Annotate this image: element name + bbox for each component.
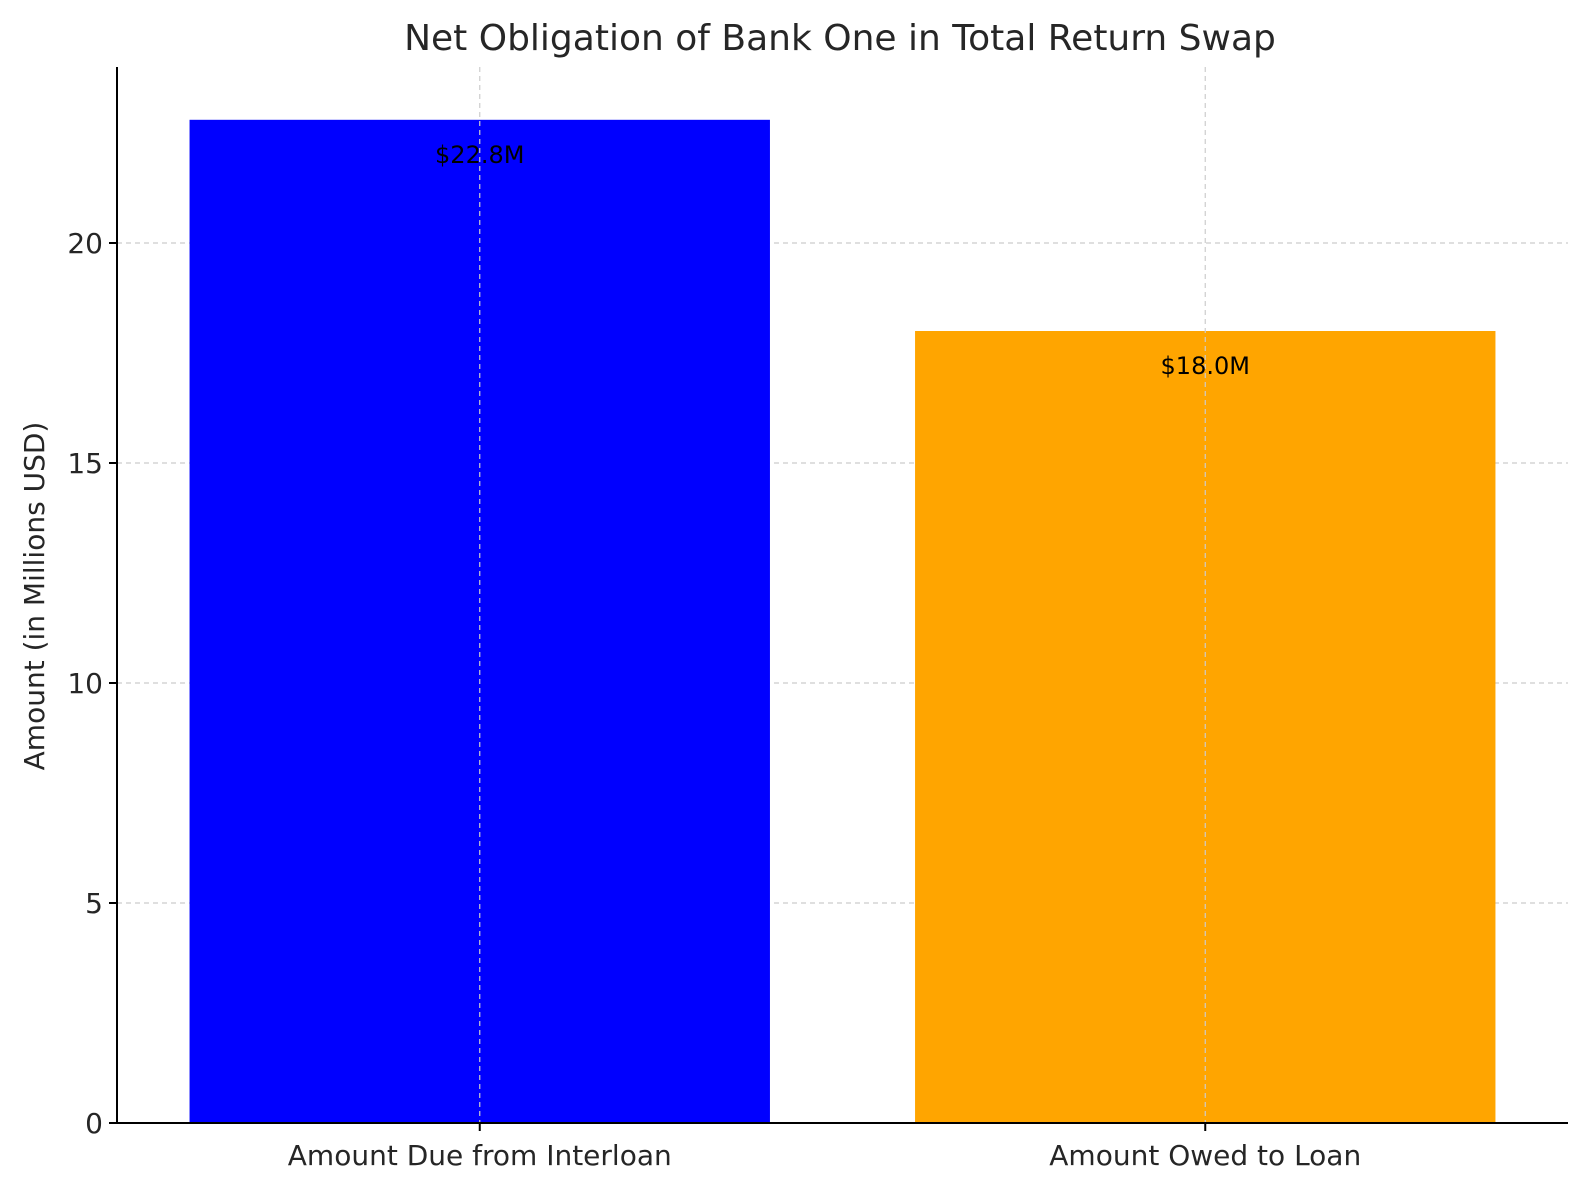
- y-tick-label: 20: [67, 227, 103, 260]
- y-tick-label: 10: [67, 667, 103, 700]
- bar: [189, 119, 770, 1124]
- ticks: 0 5 10 15 20 Amount Due from Interloan Amount …: [67, 227, 1361, 1172]
- bar-data-label: $18.0M: [1161, 352, 1250, 380]
- chart-title: Net Obligation of Bank One in Total Retu…: [404, 18, 1276, 59]
- y-axis-label: Amount (in Millions USD): [18, 422, 51, 771]
- bar-data-label: $22.8M: [435, 141, 524, 169]
- data-labels: $22.8M $18.0M: [435, 67, 1250, 1123]
- x-tick-label: Amount Owed to Loan: [1049, 1139, 1361, 1172]
- y-tick-label: 5: [85, 887, 103, 920]
- bars: [189, 119, 1496, 1124]
- y-tick-label: 15: [67, 447, 103, 480]
- x-tick-label: Amount Due from Interloan: [288, 1139, 672, 1172]
- y-tick-label: 0: [85, 1107, 103, 1140]
